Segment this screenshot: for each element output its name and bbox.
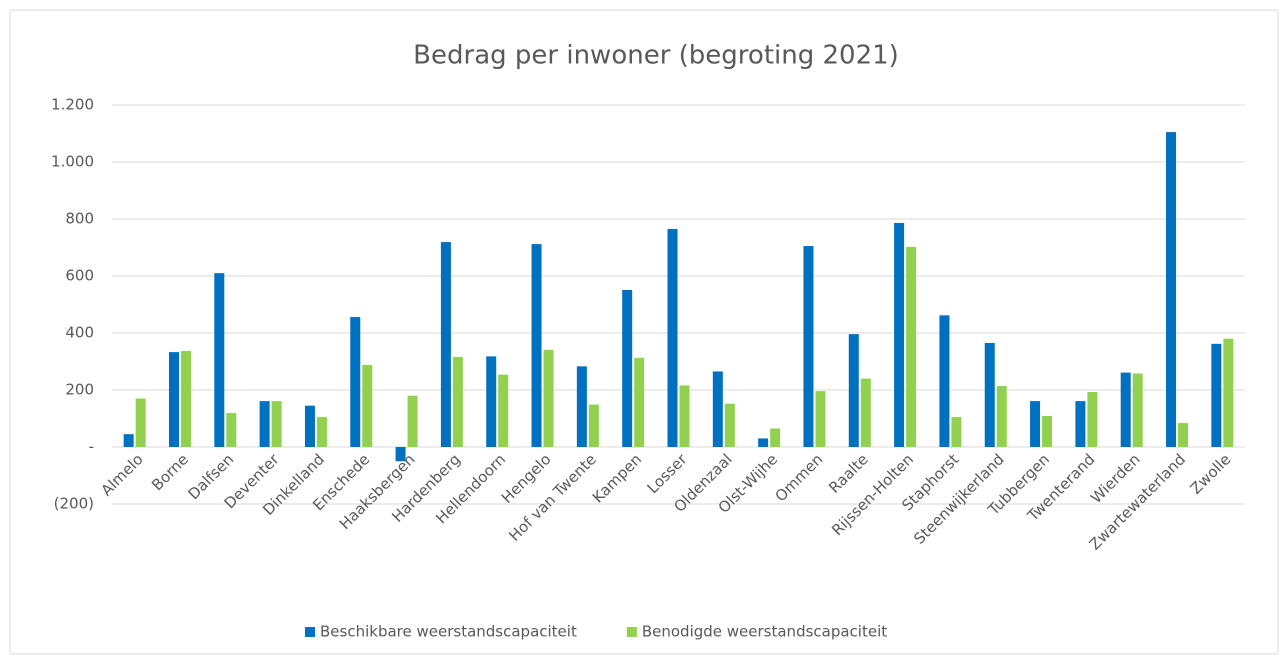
bar [848, 334, 859, 447]
y-tick-label: 1.200 [51, 96, 94, 114]
y-tick-label: 800 [65, 210, 94, 228]
legend-swatch [305, 627, 315, 637]
bar [906, 246, 917, 447]
bar [951, 417, 962, 447]
chart-border [9, 9, 1279, 655]
bar [271, 401, 282, 447]
bar [362, 364, 373, 447]
bar [316, 417, 327, 447]
bar [860, 378, 871, 447]
bar [588, 404, 599, 447]
bar [1178, 423, 1189, 447]
y-tick-label: 1.000 [51, 153, 94, 171]
bar [498, 374, 509, 447]
bar [226, 413, 237, 447]
bar [350, 317, 361, 447]
bar [712, 371, 723, 447]
chart-title: Bedrag per inwoner (begroting 2021) [413, 41, 899, 71]
bar [803, 246, 814, 447]
bar [679, 385, 690, 447]
bar [815, 391, 826, 447]
bar [939, 315, 950, 447]
bar [304, 405, 315, 447]
bar [1223, 338, 1234, 447]
bar [168, 352, 179, 447]
bar [667, 228, 678, 447]
y-tick-label: 600 [65, 267, 94, 285]
y-tick-label: - [89, 438, 94, 456]
bar [407, 395, 418, 447]
bar [543, 349, 554, 447]
legend-label: Beschikbare weerstandscapaciteit [320, 623, 577, 641]
bar [1132, 373, 1143, 447]
bar [1087, 391, 1098, 447]
bar [486, 356, 497, 447]
bar [1030, 401, 1041, 447]
bar [770, 428, 781, 447]
bar [452, 356, 463, 447]
legend-swatch [626, 627, 637, 637]
bar [1075, 401, 1086, 447]
bar [440, 242, 451, 447]
bar [724, 403, 735, 447]
bar [1211, 343, 1222, 447]
bar [758, 438, 769, 447]
bar [395, 447, 406, 462]
bar [135, 398, 146, 447]
bar [576, 366, 587, 447]
bar [1042, 415, 1053, 447]
bar [259, 401, 270, 447]
y-tick-label: (200) [54, 495, 94, 513]
bar [1166, 132, 1177, 447]
bar [531, 244, 542, 447]
bar [622, 289, 633, 447]
legend-label: Benodigde weerstandscapaciteit [642, 623, 887, 641]
y-tick-label: 400 [65, 324, 94, 342]
bar [1120, 372, 1131, 447]
bar [634, 357, 645, 447]
bar [984, 342, 995, 447]
y-tick-label: 200 [65, 381, 94, 399]
bar [214, 273, 225, 447]
bar [996, 386, 1007, 447]
bar [180, 350, 191, 447]
bar [894, 222, 905, 447]
bar [123, 434, 134, 447]
